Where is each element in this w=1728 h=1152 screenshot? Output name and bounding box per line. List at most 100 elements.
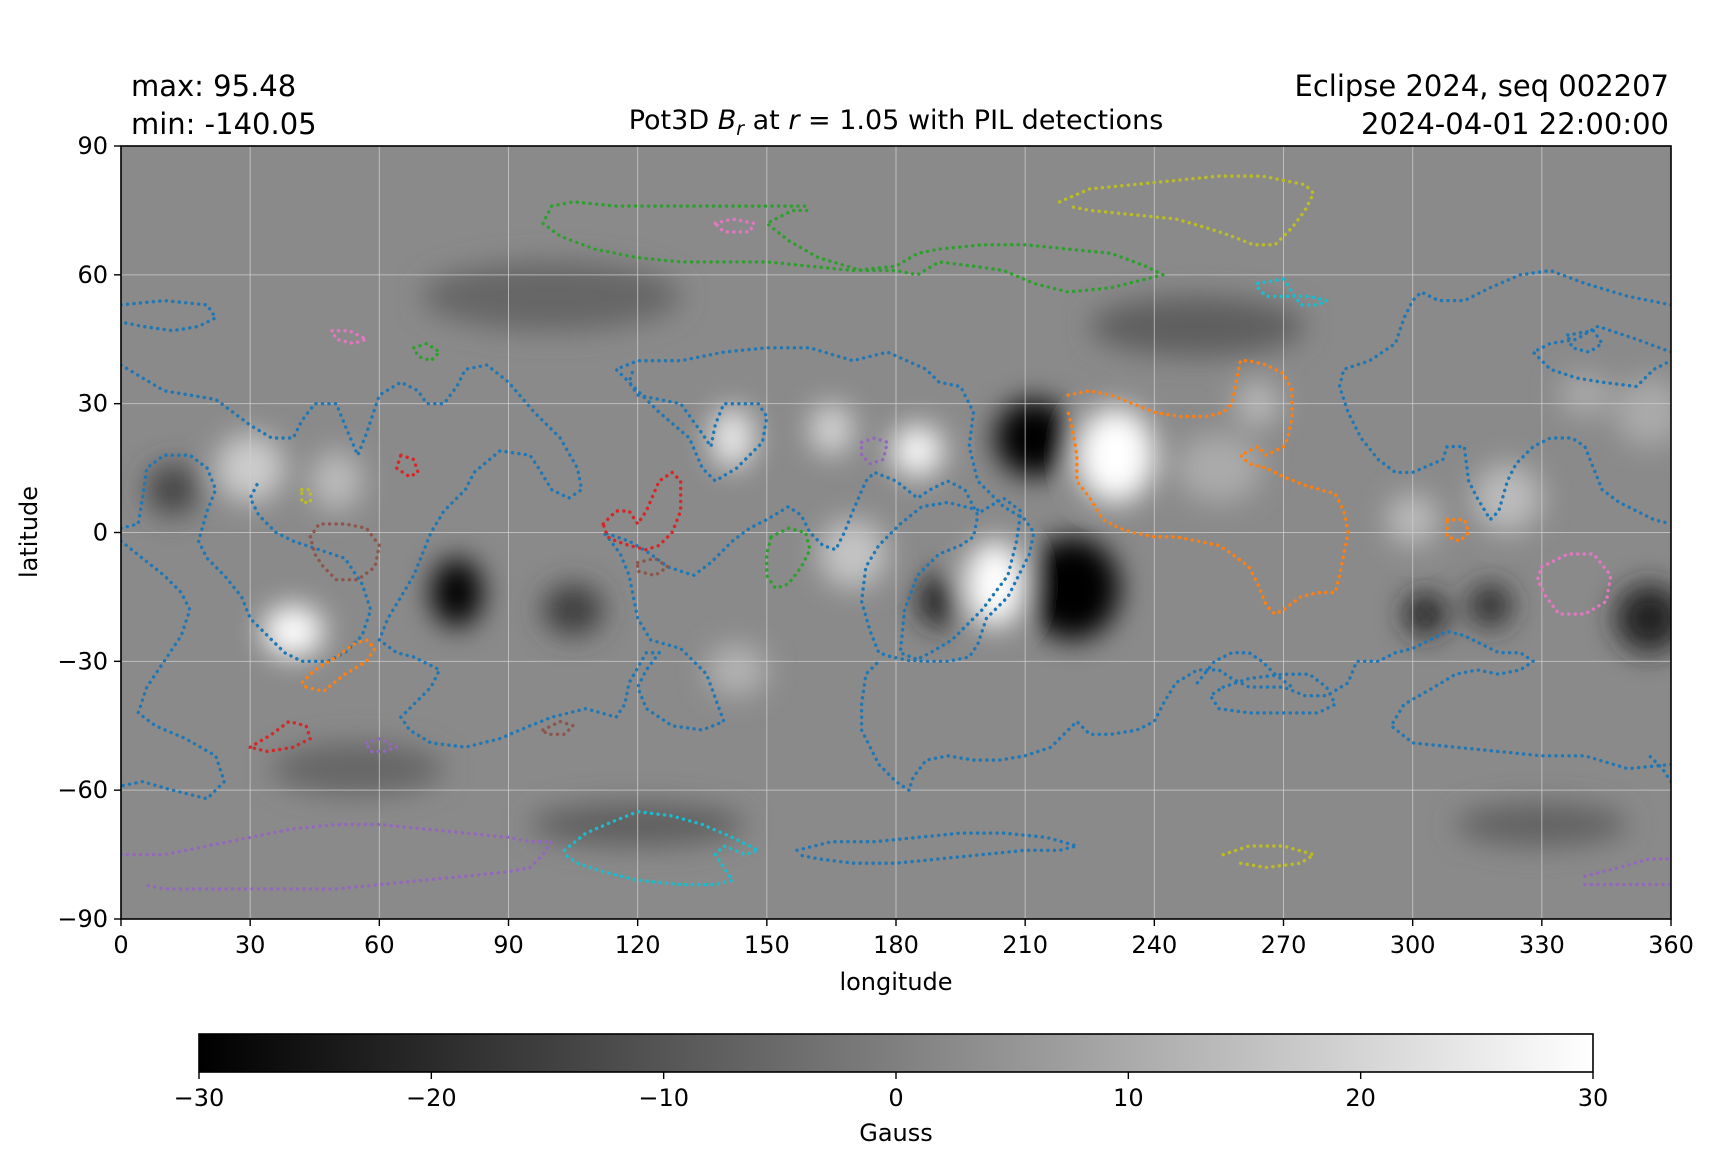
x-tick-label: 30 [235,931,266,959]
pil-contour [859,496,1023,663]
pil-contour [541,719,575,736]
min-label: min: -140.05 [131,107,317,141]
pil-contour [795,831,1079,865]
y-tick-label: 90 [77,132,108,160]
field-blob [1615,377,1671,447]
field-blob [1468,584,1512,627]
field-blob [1175,433,1262,503]
field-blob [917,575,961,627]
pil-contour [121,298,218,333]
colorbar-tick-label: 20 [1345,1084,1376,1112]
x-tick-label: 90 [493,931,524,959]
x-tick-label: 120 [615,931,661,959]
pil-contour [1057,174,1316,247]
pil-contour [907,629,1671,792]
pil-contour [1256,277,1329,307]
colorbar-tick-label: 10 [1113,1084,1144,1112]
pil-contour [308,522,381,582]
y-axis-ticks: 90 60 30 0 −30 −60 −90 [57,132,121,933]
pil-contour [765,526,812,590]
pil-contour [1445,517,1471,543]
pil-contour [1195,651,1294,689]
x-tick-label: 360 [1648,931,1694,959]
y-tick-label: 0 [93,519,108,547]
colorbar-tick-label: 30 [1578,1084,1609,1112]
pil-contour [364,736,399,754]
plot-area [121,146,1671,919]
pil-contour [549,200,812,208]
pil-contour [300,638,377,694]
field-blob [995,399,1073,477]
field-blob [809,403,853,456]
field-blob [146,463,199,516]
field-blob [710,407,754,469]
pil-contour [121,822,554,891]
pil-contour [300,487,313,505]
x-axis-label: longitude [839,968,952,996]
pil-contour [1066,359,1350,616]
pil-contour [1531,324,1671,389]
pil-contour [1566,329,1604,354]
x-tick-label: 330 [1519,931,1565,959]
pil-contours [121,174,1671,891]
x-axis-ticks: 0 30 60 90 120 150 180 210 240 270 300 330 360 [113,919,1694,959]
pil-contour [121,346,1036,749]
y-tick-label: 30 [77,390,108,418]
field-blob [964,541,1026,627]
pil-contour [601,470,683,552]
colorbar-tick-label: −10 [638,1084,689,1112]
colorbar-ticks: −30 −20 −10 0 10 20 30 [174,1072,1609,1112]
pil-contour [859,436,890,466]
pil-contour [121,539,226,801]
colorbar-tick-label: −20 [406,1084,457,1112]
field-blob [1089,296,1306,357]
field-blob [1615,584,1671,653]
x-tick-label: 210 [1002,931,1048,959]
x-tick-label: 150 [744,931,790,959]
header-right-line2: 2024-04-01 22:00:00 [1361,107,1669,141]
pil-contour [859,659,911,792]
pil-contour [248,719,313,754]
field-blob [891,425,944,477]
pil-contour [121,453,373,663]
pil-contour [1221,844,1316,870]
pil-contour [1647,754,1671,784]
field-blobs [146,261,1671,846]
y-tick-label: 60 [77,261,108,289]
pil-contour [412,341,442,363]
x-tick-label: 300 [1390,931,1436,959]
x-tick-label: 0 [113,931,128,959]
colorbar-tick-label: 0 [888,1084,903,1112]
field-blob [1025,536,1120,640]
colorbar-tick-label: −30 [174,1084,225,1112]
field-blob [1076,407,1155,503]
x-tick-label: 270 [1261,931,1307,959]
pil-contour [541,204,1165,294]
pil-contour [394,453,420,479]
pil-contour [330,329,369,346]
y-tick-label: −30 [57,647,108,675]
max-label: max: 95.48 [131,69,296,103]
y-axis-label: latitude [15,486,43,578]
pil-contour [636,556,670,578]
colorbar-label: Gauss [859,1119,933,1147]
chart-title: Pot3D Br at r = 1.05 with PIL detections [629,105,1164,140]
field-blob [422,261,681,331]
pil-contour [1208,672,1337,715]
field-blob [542,584,604,636]
field-blob [263,605,324,658]
field-blob [310,450,363,512]
header-right-line1: Eclipse 2024, seq 002207 [1295,69,1669,103]
field-blob [818,519,888,589]
grid-lines [121,146,1671,919]
field-blob [1404,592,1448,636]
y-tick-label: −60 [57,776,108,804]
pil-contour [713,217,756,234]
y-tick-label: −90 [57,905,108,933]
field-blob [431,558,483,627]
x-tick-label: 60 [364,931,395,959]
field-blob [1472,463,1542,533]
pil-contour [1337,268,1671,526]
